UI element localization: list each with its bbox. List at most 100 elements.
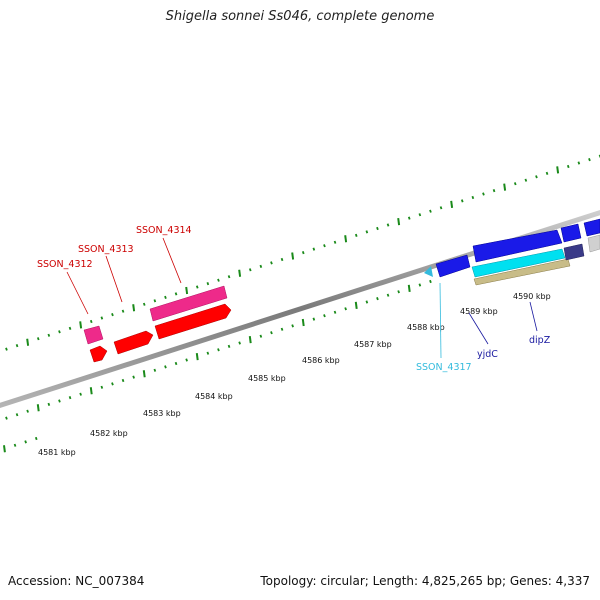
lower-track-minor-tick bbox=[376, 297, 379, 301]
lower-track-minor-tick bbox=[58, 399, 61, 403]
lower-track-minor-tick bbox=[132, 375, 135, 379]
lower-track-minor-tick bbox=[121, 378, 125, 383]
label-sson-4313[interactable]: SSON_4313 bbox=[78, 244, 134, 255]
upper-track-major-tick bbox=[450, 200, 454, 209]
upper-track-major-tick bbox=[397, 217, 401, 226]
upper-track-minor-tick bbox=[588, 158, 591, 162]
lower-track-minor-tick bbox=[397, 290, 400, 294]
lower-track-minor-tick bbox=[153, 368, 157, 372]
upper-track-minor-tick bbox=[577, 161, 581, 165]
upper-track-minor-tick bbox=[333, 240, 337, 244]
upper-track-major-tick bbox=[503, 183, 507, 191]
upper-track-minor-tick bbox=[206, 282, 210, 286]
gene-blue-3[interactable] bbox=[560, 223, 582, 243]
upper-track-minor-tick bbox=[36, 337, 40, 341]
forward-gene-track bbox=[83, 285, 232, 363]
upper-track-major-tick bbox=[291, 252, 295, 260]
genome-summary-text: Topology: circular; Length: 4,825,265 bp… bbox=[260, 574, 590, 588]
lower-track-minor-tick bbox=[47, 402, 51, 406]
lower-track-minor-tick bbox=[429, 279, 432, 284]
genome-title: Shigella sonnei Ss046, complete genome bbox=[165, 9, 435, 24]
leader-sson-4314 bbox=[162, 237, 182, 284]
lower-track-minor-tick bbox=[344, 307, 347, 311]
upper-track-major-tick bbox=[79, 321, 83, 329]
gene-gray[interactable] bbox=[587, 234, 600, 253]
lower-track-major-tick bbox=[36, 404, 40, 412]
upper-track-minor-tick bbox=[407, 216, 411, 220]
gene-dark-purple[interactable] bbox=[563, 243, 585, 261]
lower-track-major-tick bbox=[301, 318, 305, 327]
upper-track-major-tick bbox=[185, 286, 189, 295]
ruler-label-4590: 4590 kbp bbox=[513, 292, 551, 301]
gene-labels: SSON_4312 SSON_4313 SSON_4314 SSON_4317 … bbox=[37, 225, 551, 373]
label-sson-4314[interactable]: SSON_4314 bbox=[136, 225, 192, 236]
gene-blue-4[interactable] bbox=[583, 218, 600, 237]
gene-blue-1[interactable] bbox=[435, 254, 471, 278]
gene-cyan[interactable] bbox=[471, 248, 566, 278]
gene-sson-4314[interactable] bbox=[149, 285, 228, 322]
upper-track-minor-tick bbox=[15, 344, 19, 348]
ruler-label-4584: 4584 kbp bbox=[195, 392, 233, 401]
bottom-track-minor-tick bbox=[34, 436, 38, 441]
lower-track-minor-tick bbox=[68, 396, 72, 400]
upper-track-minor-tick bbox=[439, 206, 443, 210]
label-yjdC[interactable]: yjdC bbox=[477, 349, 498, 360]
lower-track-minor-tick bbox=[227, 344, 231, 348]
right-gene-cluster bbox=[424, 218, 600, 286]
lower-track-minor-tick bbox=[418, 283, 422, 287]
upper-track-minor-tick bbox=[386, 223, 390, 227]
upper-track-minor-tick bbox=[545, 171, 549, 175]
lower-track-minor-tick bbox=[217, 348, 220, 352]
ruler-label-4586: 4586 kbp bbox=[302, 356, 340, 365]
upper-track-major-tick bbox=[344, 235, 348, 243]
lower-track-minor-tick bbox=[164, 365, 167, 369]
lower-track-minor-tick bbox=[238, 341, 241, 345]
upper-track-minor-tick bbox=[535, 175, 538, 179]
lower-track-minor-tick bbox=[280, 327, 284, 331]
gene-sson-4312[interactable] bbox=[83, 325, 104, 345]
lower-track-minor-tick bbox=[100, 385, 104, 389]
gene-sson-4314-b[interactable] bbox=[154, 303, 232, 340]
lower-track-minor-tick bbox=[79, 392, 82, 396]
lower-track-major-tick bbox=[89, 387, 93, 395]
label-sson-4317[interactable]: SSON_4317 bbox=[416, 362, 472, 373]
gene-tan[interactable] bbox=[473, 258, 571, 286]
lower-track-minor-tick bbox=[333, 310, 337, 314]
upper-track-minor-tick bbox=[227, 275, 231, 279]
lower-track-minor-tick bbox=[312, 317, 316, 321]
leader-yjdC bbox=[468, 312, 489, 345]
upper-track-minor-tick bbox=[471, 195, 475, 200]
upper-track-minor-tick bbox=[280, 257, 284, 262]
upper-track-minor-tick bbox=[312, 247, 316, 251]
label-sson-4312[interactable]: SSON_4312 bbox=[37, 259, 93, 270]
upper-track-minor-tick bbox=[68, 326, 72, 330]
upper-track-minor-tick bbox=[100, 316, 104, 320]
upper-track-minor-tick bbox=[89, 319, 93, 324]
lower-track-major-tick bbox=[354, 301, 358, 310]
lower-track-minor-tick bbox=[174, 361, 178, 366]
gene-sson-4313[interactable] bbox=[113, 330, 154, 355]
lower-track-minor-tick bbox=[270, 331, 273, 335]
gene-sson-4317[interactable] bbox=[424, 266, 433, 277]
upper-track-major-tick bbox=[238, 269, 242, 277]
lower-track-minor-tick bbox=[26, 409, 29, 413]
lower-track-minor-tick bbox=[291, 324, 294, 328]
lower-track-minor-tick bbox=[15, 413, 19, 417]
leader-sson-4313 bbox=[105, 255, 123, 303]
upper-track-minor-tick bbox=[365, 230, 369, 234]
bottom-track-minor-tick bbox=[24, 440, 27, 444]
lower-track-minor-tick bbox=[111, 382, 114, 386]
gene-blue-2[interactable] bbox=[472, 229, 563, 263]
upper-track-minor-tick bbox=[47, 333, 51, 337]
upper-track-minor-tick bbox=[121, 309, 125, 313]
upper-track-minor-tick bbox=[248, 268, 252, 272]
upper-track-minor-tick bbox=[323, 244, 326, 248]
upper-track-minor-tick bbox=[58, 330, 61, 334]
lower-track-major-tick bbox=[195, 352, 199, 361]
upper-track-minor-tick bbox=[153, 299, 157, 303]
lower-track-minor-tick bbox=[5, 416, 8, 420]
ruler-label-4587: 4587 kbp bbox=[354, 340, 392, 349]
label-dipZ[interactable]: dipZ bbox=[529, 335, 551, 346]
gene-sson-4312-b[interactable] bbox=[89, 345, 108, 363]
